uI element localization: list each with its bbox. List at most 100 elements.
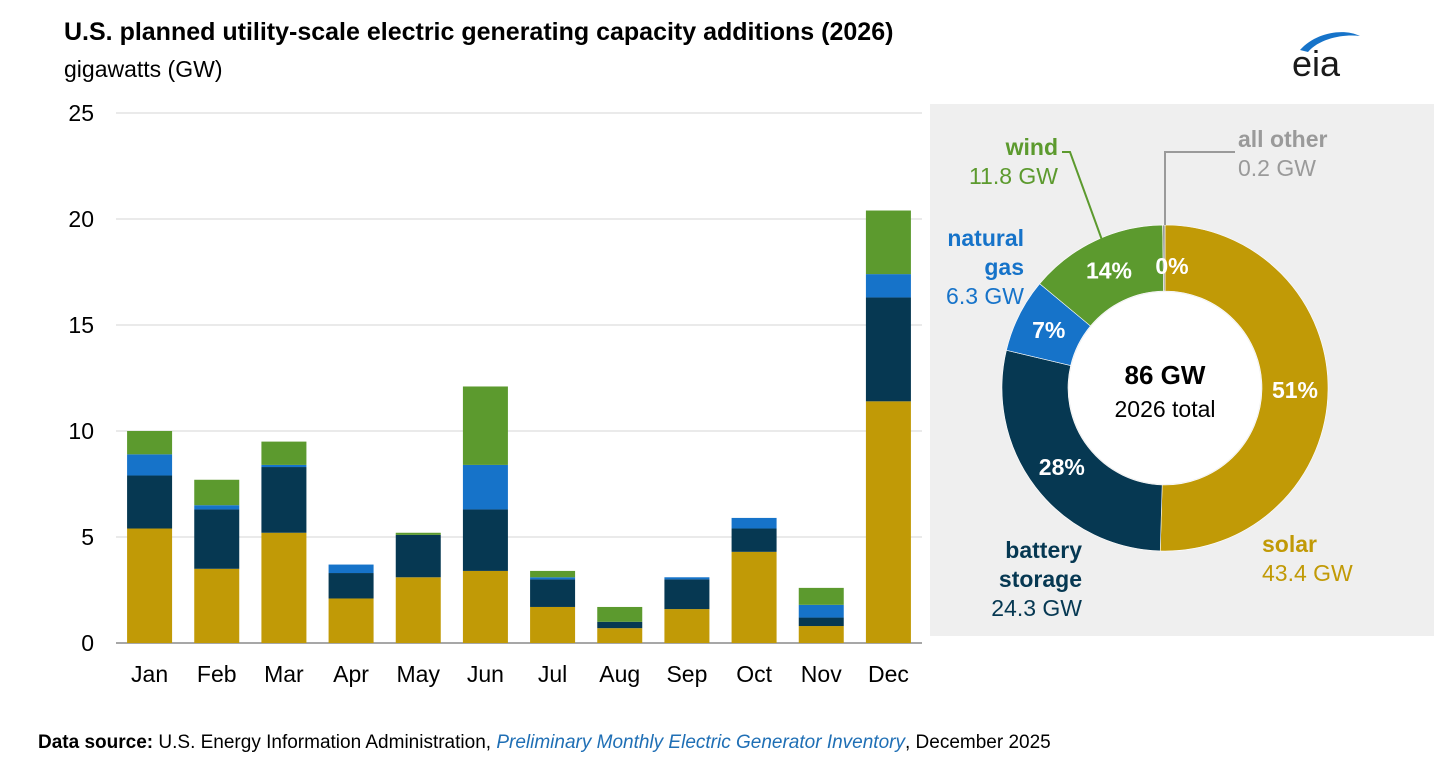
donut-hole bbox=[1069, 292, 1261, 484]
eia-logo-swoosh bbox=[1300, 32, 1360, 52]
donut-percent-label: 28% bbox=[1039, 454, 1085, 480]
y-tick-label: 5 bbox=[81, 524, 94, 550]
monthly-bar-chart: 0 5 10 15 20 25 Jan Feb Mar Apr May Jun Jul Aug Sep Oct… bbox=[68, 100, 922, 687]
donut-center-value: 86 GW bbox=[1125, 360, 1206, 390]
label-natural-gas: natural gas 6.3 GW bbox=[920, 224, 1024, 311]
label-wind-value: 11.8 GW bbox=[968, 163, 1058, 189]
y-tick-label: 0 bbox=[81, 630, 94, 656]
bar-sep-natural-gas bbox=[664, 577, 710, 580]
donut-slice-battery-storage bbox=[1001, 349, 1163, 552]
all-other-leader-line bbox=[1164, 151, 1235, 225]
x-tick-label: May bbox=[397, 661, 441, 687]
bar-nov-natural-gas bbox=[798, 604, 844, 618]
bar-apr-solar bbox=[328, 598, 374, 643]
eia-logo: eia bbox=[1292, 32, 1360, 82]
source-agency: U.S. Energy Information Administration, bbox=[158, 732, 492, 753]
bar-jun-battery-storage bbox=[462, 509, 508, 571]
x-tick-label: Jun bbox=[467, 661, 504, 687]
bar-aug-battery-storage bbox=[597, 621, 643, 629]
bar-feb-wind bbox=[194, 479, 240, 506]
bar-mar-natural-gas bbox=[261, 464, 307, 468]
data-source-note: Data source: U.S. Energy Information Adm… bbox=[38, 732, 1051, 754]
x-tick-label: Sep bbox=[666, 661, 707, 687]
x-tick-label: Aug bbox=[599, 661, 640, 687]
bar-jul-natural-gas bbox=[530, 577, 576, 580]
bar-dec-natural-gas bbox=[865, 274, 911, 298]
eia-logo-text: eia bbox=[1292, 43, 1341, 82]
bar-jan-wind bbox=[127, 431, 173, 455]
source-label: Data source: bbox=[38, 732, 154, 753]
donut-percent-label: 51% bbox=[1272, 377, 1318, 403]
label-wind-name: wind bbox=[1005, 134, 1058, 160]
bar-mar-battery-storage bbox=[261, 467, 307, 533]
y-tick-label: 20 bbox=[68, 206, 94, 232]
donut-percent-label: 7% bbox=[1032, 317, 1065, 343]
label-battery-storage-value: 24.3 GW bbox=[991, 595, 1082, 621]
label-battery-storage-name-2: storage bbox=[998, 566, 1082, 592]
bar-jan-battery-storage bbox=[127, 475, 173, 529]
bar-jul-battery-storage bbox=[530, 579, 576, 607]
bar-aug-wind bbox=[597, 606, 643, 622]
bar-feb-natural-gas bbox=[194, 505, 240, 510]
donut-center-label: 2026 total bbox=[1114, 396, 1215, 422]
label-solar: solar 43.4 GW bbox=[1262, 530, 1353, 588]
bar-dec-solar bbox=[865, 401, 911, 643]
bar-jul-wind bbox=[530, 570, 576, 578]
y-tick-label: 25 bbox=[68, 100, 94, 126]
y-tick-label: 10 bbox=[68, 418, 94, 444]
bar-feb-battery-storage bbox=[194, 509, 240, 569]
bar-sep-solar bbox=[664, 609, 710, 643]
bar-aug-solar bbox=[597, 628, 643, 643]
label-battery-storage-name-1: battery bbox=[1005, 537, 1082, 563]
x-tick-label: Apr bbox=[333, 661, 369, 687]
source-link[interactable]: Preliminary Monthly Electric Generator I… bbox=[496, 732, 905, 753]
label-all-other: all other 0.2 GW bbox=[1238, 125, 1327, 183]
donut-slice-all-other bbox=[1162, 224, 1166, 292]
wind-leader-line bbox=[1062, 151, 1103, 241]
label-battery-storage: battery storage 24.3 GW bbox=[960, 536, 1082, 623]
bar-apr-battery-storage bbox=[328, 573, 374, 599]
x-tick-label: Oct bbox=[736, 661, 772, 687]
bar-nov-solar bbox=[798, 626, 844, 643]
donut-chart: 51% 28% 7% 14% 0% 86 GW 2026 total bbox=[1001, 151, 1329, 552]
bar-jun-wind bbox=[462, 386, 508, 465]
bar-dec-wind bbox=[865, 210, 911, 275]
bar-jun-natural-gas bbox=[462, 464, 508, 510]
bar-may-wind bbox=[395, 532, 441, 535]
label-solar-value: 43.4 GW bbox=[1262, 560, 1353, 586]
bar-mar-solar bbox=[261, 532, 307, 643]
chart-subtitle: gigawatts (GW) bbox=[64, 56, 223, 82]
bar-nov-battery-storage bbox=[798, 617, 844, 627]
bar-sep-battery-storage bbox=[664, 579, 710, 610]
x-tick-label: Dec bbox=[868, 661, 909, 687]
bar-may-battery-storage bbox=[395, 534, 441, 578]
bar-apr-natural-gas bbox=[328, 564, 374, 574]
bar-jan-solar bbox=[127, 528, 173, 643]
x-tick-label: Mar bbox=[264, 661, 304, 687]
x-tick-label: Jan bbox=[131, 661, 168, 687]
label-all-other-value: 0.2 GW bbox=[1238, 155, 1316, 181]
y-tick-label: 15 bbox=[68, 312, 94, 338]
bar-feb-solar bbox=[194, 568, 240, 643]
donut-percent-label: 0% bbox=[1155, 253, 1188, 279]
label-solar-name: solar bbox=[1262, 531, 1317, 557]
bar-jun-solar bbox=[462, 570, 508, 643]
donut-slice-solar bbox=[1159, 224, 1329, 552]
label-natural-gas-name-2: gas bbox=[984, 254, 1024, 280]
chart-title: U.S. planned utility-scale electric gene… bbox=[64, 18, 894, 46]
bar-mar-wind bbox=[261, 441, 307, 465]
bar-oct-solar bbox=[731, 551, 777, 643]
bar-jul-solar bbox=[530, 606, 576, 643]
bar-oct-battery-storage bbox=[731, 528, 777, 552]
label-wind: wind 11.8 GW bbox=[950, 133, 1058, 191]
x-tick-label: Nov bbox=[801, 661, 842, 687]
bar-oct-natural-gas bbox=[731, 517, 777, 529]
label-all-other-name: all other bbox=[1238, 126, 1328, 152]
bar-may-solar bbox=[395, 577, 441, 643]
label-natural-gas-name-1: natural bbox=[947, 225, 1024, 251]
label-natural-gas-value: 6.3 GW bbox=[946, 283, 1024, 309]
x-tick-label: Jul bbox=[538, 661, 567, 687]
donut-percent-label: 14% bbox=[1086, 258, 1132, 284]
bar-jan-natural-gas bbox=[127, 454, 173, 476]
source-date: , December 2025 bbox=[904, 732, 1051, 753]
